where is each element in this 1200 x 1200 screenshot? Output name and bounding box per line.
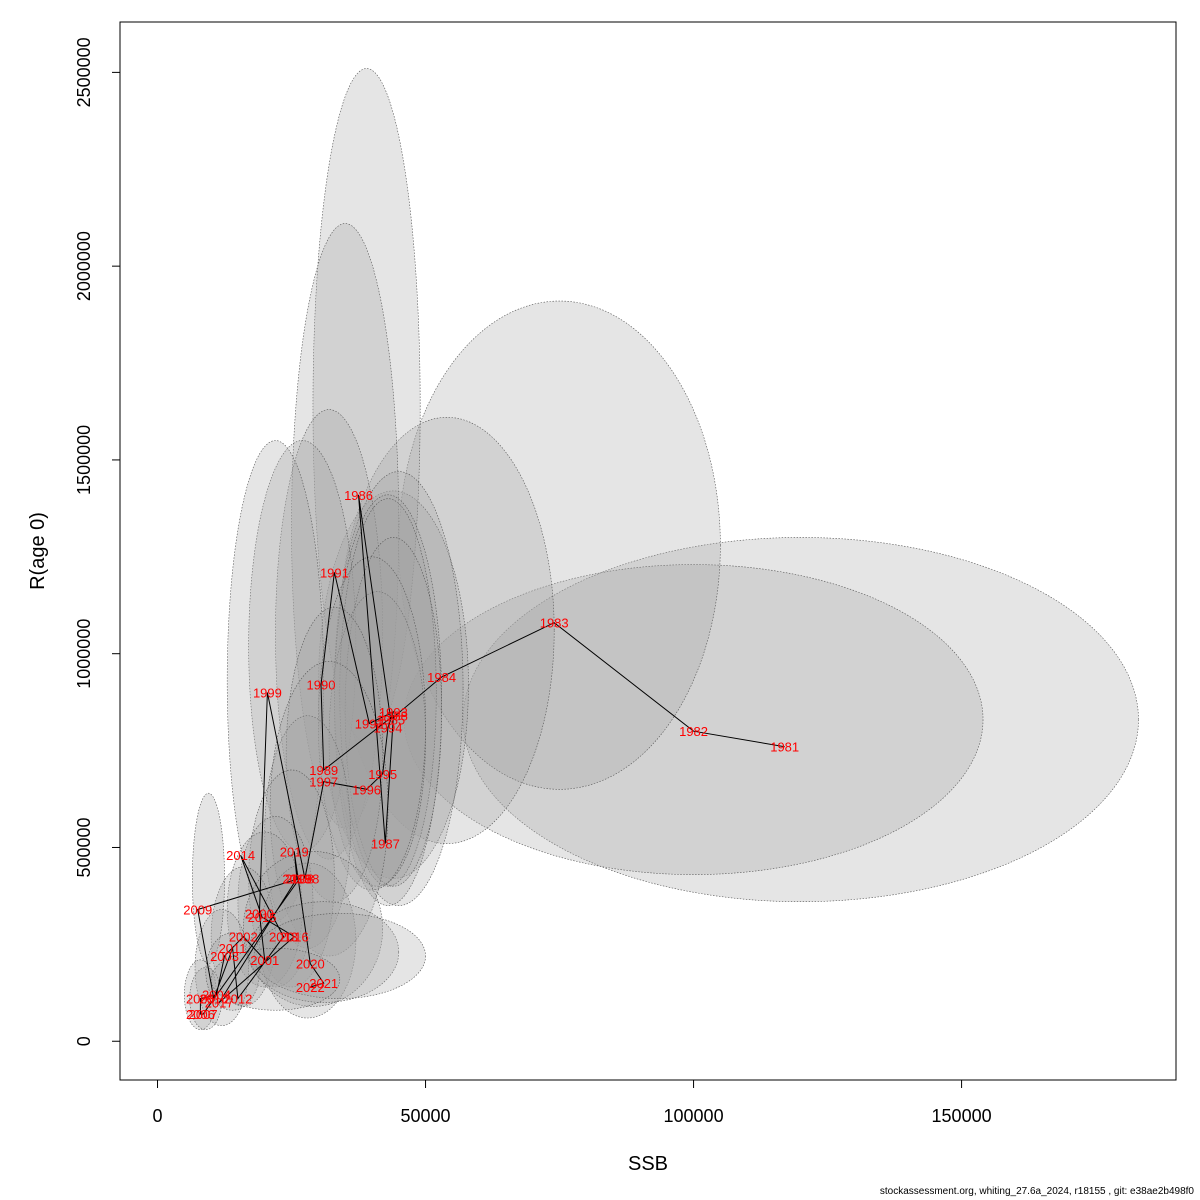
x-tick-label: 150000 [932,1106,992,1126]
uncertainty-ellipse [248,769,335,988]
point-label-2010: 2010 [199,992,228,1007]
point-label-1985: 1985 [376,713,405,728]
uncertainty-ellipse [398,300,721,790]
point-label-2008: 2008 [285,871,314,886]
y-axis-label: R(age 0) [27,512,49,590]
uncertainty-ellipse [291,223,400,829]
x-axis: 0 50000 100000 150000 [153,1079,992,1126]
uncertainty-ellipse [237,816,314,988]
point-label-1999: 1999 [253,685,282,700]
trajectory-line [197,494,785,1015]
y-tick-label: 1000000 [74,619,94,689]
uncertainty-ellipse [462,537,1139,903]
point-label-2022: 2022 [296,980,325,995]
point-label-2020: 2020 [296,957,325,972]
point-label-1988: 1988 [379,709,408,724]
point-label-1996: 1996 [352,782,381,797]
point-label-1994: 1994 [374,720,403,735]
uncertainty-ellipse [339,498,437,887]
point-label-1992: 1992 [355,716,384,731]
uncertainty-ellipse [275,409,383,860]
year-labels: 1981 1982 1983 1984 1985 1986 1987 1988 1989 1990… [183,488,799,1022]
point-label-1986: 1986 [344,488,373,503]
x-tick-label: 100000 [664,1106,724,1126]
y-tick-label: 2500000 [74,37,94,107]
uncertainty-ellipse [264,715,351,949]
x-tick-label: 50000 [401,1106,451,1126]
point-label-2012: 2012 [223,992,252,1007]
point-label-2021: 2021 [309,976,338,991]
point-label-1982: 1982 [679,724,708,739]
point-label-1981: 1981 [770,740,799,755]
point-label-1987: 1987 [371,837,400,852]
uncertainty-ellipse [248,901,400,1003]
point-label-1995: 1995 [368,767,397,782]
point-label-2013: 2013 [269,930,298,945]
uncertainty-ellipses [184,68,1139,1030]
point-label-2004: 2004 [202,988,231,1003]
y-tick-label: 1500000 [74,425,94,495]
uncertainty-ellipse [318,490,469,879]
point-label-1989: 1989 [309,763,338,778]
point-label-2003: 2003 [210,949,239,964]
point-label-2015: 2015 [248,910,277,925]
uncertainty-ellipse [339,416,555,844]
point-label-2018: 2018 [282,871,311,886]
point-label-2002: 2002 [229,930,258,945]
y-tick-label: 500000 [74,817,94,877]
point-label-2009: 2009 [183,902,212,917]
point-label-1997: 1997 [309,775,338,790]
uncertainty-ellipse [192,792,225,965]
point-label-1983: 1983 [540,616,569,631]
uncertainty-ellipse [242,851,383,1007]
y-axis: 0 500000 1000000 1500000 2000000 2500000 [74,37,121,1046]
point-label-2005: 2005 [186,992,215,1007]
point-label-2014: 2014 [226,848,255,863]
point-label-1998: 1998 [290,871,319,886]
x-tick-label: 0 [153,1106,163,1126]
point-label-2000: 2000 [245,906,274,921]
uncertainty-ellipse [269,661,389,957]
uncertainty-ellipse [312,68,421,744]
uncertainty-ellipse [403,564,984,875]
y-tick-label: 2000000 [74,231,94,301]
point-label-1990: 1990 [307,678,336,693]
point-label-2011: 2011 [219,941,247,956]
point-label-2006: 2006 [186,1007,215,1022]
footer-text: stockassessment.org, whiting_27.6a_2024,… [879,1186,1194,1197]
point-label-2007: 2007 [189,1007,218,1022]
point-label-1993: 1993 [379,705,408,720]
point-label-2017: 2017 [205,995,234,1010]
point-label-2016: 2016 [280,930,309,945]
point-label-2001: 2001 [250,953,279,968]
point-label-1984: 1984 [427,670,456,685]
y-tick-label: 0 [74,1036,94,1046]
x-axis-label: SSB [628,1153,668,1175]
uncertainty-ellipse [253,913,426,999]
uncertainty-ellipse [318,556,426,891]
point-label-2019: 2019 [280,844,309,859]
uncertainty-ellipse [285,606,383,903]
point-label-1991: 1991 [320,565,349,580]
